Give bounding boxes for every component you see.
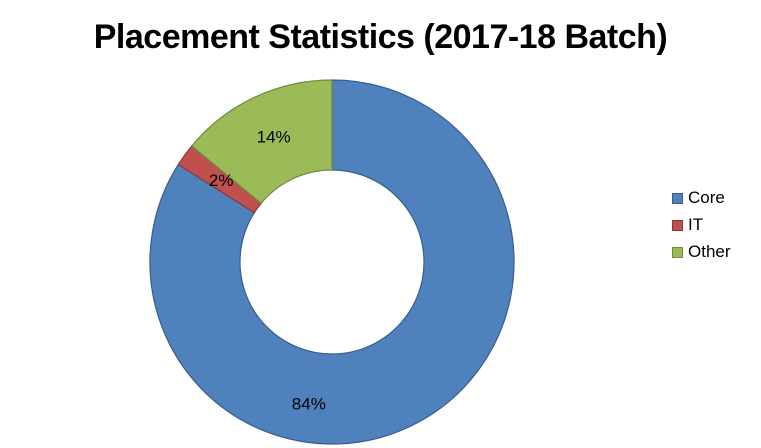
legend-label-core: Core (688, 188, 725, 207)
data-label-core: 84% (292, 395, 326, 414)
legend-swatch-other (672, 246, 683, 258)
legend: Core IT Other (672, 184, 731, 265)
legend-label-other: Other (688, 242, 731, 261)
legend-item-other: Other (672, 238, 731, 266)
legend-swatch-it (672, 219, 683, 231)
slice-other (190, 79, 333, 205)
donut-data-labels: 84% 2% 14% (209, 128, 326, 414)
data-label-it: 2% (209, 171, 234, 190)
legend-swatch-core (672, 192, 683, 204)
legend-item-core: Core (672, 184, 731, 212)
slice-core (149, 79, 515, 445)
data-label-other: 14% (257, 128, 291, 147)
chart-title: Placement Statistics (2017-18 Batch) (93, 18, 668, 56)
legend-label-it: IT (688, 215, 704, 234)
legend-item-it: IT (672, 211, 731, 239)
donut-slices (149, 79, 515, 445)
